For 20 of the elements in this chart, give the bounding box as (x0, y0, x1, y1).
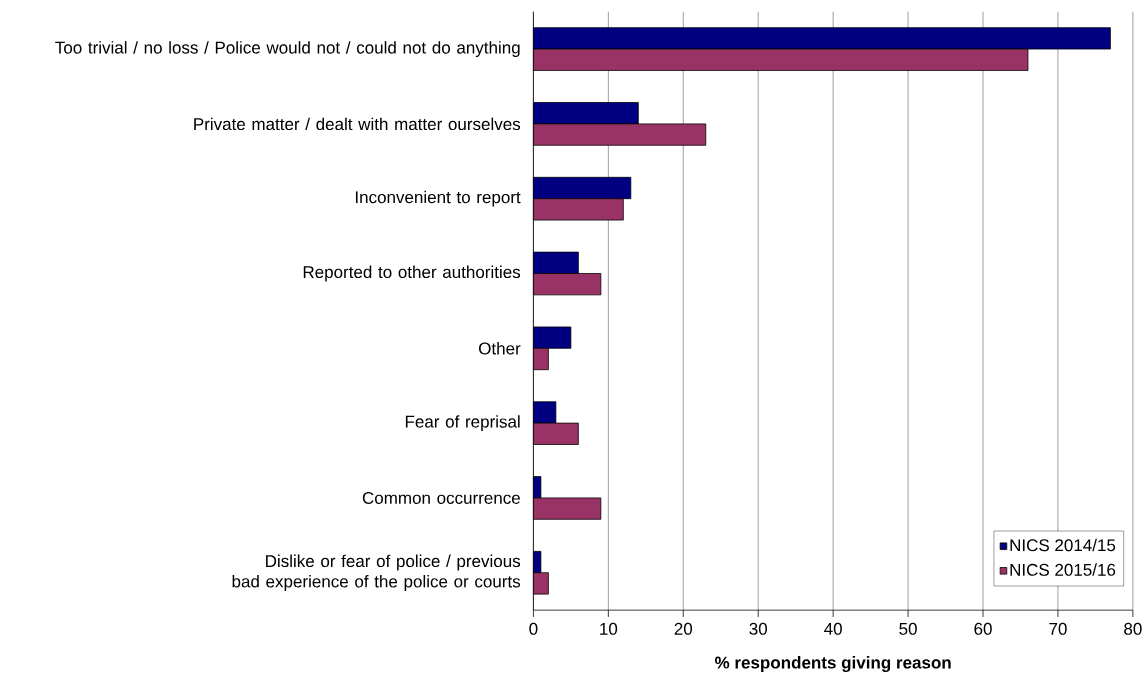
y-tick-label: Private matter / dealt with matter ourselves (194, 117, 521, 131)
legend-label: NICS 2014/15 (1010, 538, 1116, 552)
x-tick-label: 80 (1124, 622, 1142, 635)
legend-label: NICS 2015/16 (1010, 563, 1116, 576)
x-tick-label: 70 (1049, 622, 1067, 635)
y-tick-label: Fear of reprisal (405, 415, 520, 432)
x-tick-label: 10 (600, 622, 618, 635)
y-tick-label: Reported to other authorities (303, 265, 521, 282)
y-tick-label: Dislike or fear of police / previous bad experience of the police or courts (232, 554, 521, 591)
x-tick-label: 30 (749, 622, 767, 635)
x-tick-label: 20 (674, 622, 693, 635)
y-tick-label: Common occurrence (362, 491, 520, 504)
y-tick-label: Inconvenient to report (355, 190, 521, 207)
x-tick-label: 40 (824, 622, 842, 635)
x-tick-label: 0 (529, 622, 538, 635)
x-axis-title: % respondents giving reason (715, 656, 951, 673)
x-tick-label: 50 (899, 622, 917, 635)
x-tick-label: 60 (974, 622, 992, 635)
y-tick-label: Other (479, 342, 521, 355)
y-tick-label: Too trivial / no loss / Police would not / could not do anything (55, 41, 520, 58)
